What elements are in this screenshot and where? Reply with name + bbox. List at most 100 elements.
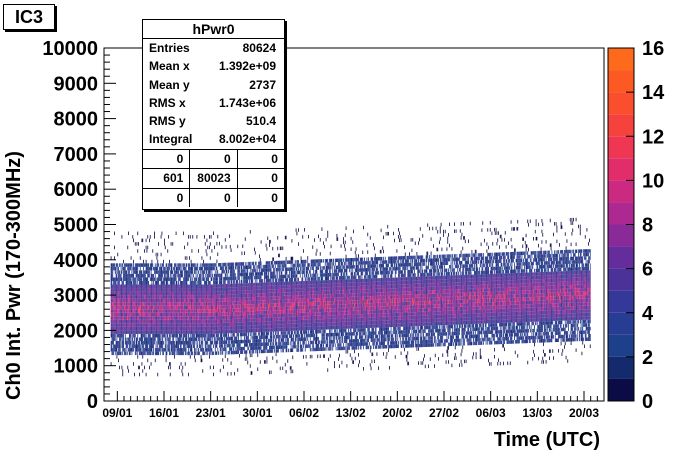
heatmap-cell bbox=[195, 316, 197, 320]
heatmap-cell bbox=[262, 271, 264, 276]
heatmap-cell bbox=[179, 330, 181, 334]
heatmap-cell bbox=[218, 330, 219, 334]
heatmap-cell bbox=[193, 291, 194, 296]
heatmap-cell bbox=[184, 323, 185, 327]
heatmap-cell bbox=[234, 301, 236, 305]
heatmap-cell bbox=[237, 297, 239, 302]
heatmap-cell bbox=[214, 326, 216, 331]
heatmap-cell bbox=[186, 330, 188, 334]
heatmap-cell bbox=[249, 321, 251, 326]
heatmap-cell bbox=[194, 309, 196, 313]
heatmap-cell bbox=[259, 275, 261, 280]
heatmap-cell bbox=[234, 340, 235, 344]
heatmap-cell bbox=[144, 365, 145, 370]
heatmap-cell bbox=[226, 333, 228, 337]
heatmap-cell bbox=[273, 299, 274, 304]
heatmap-cell bbox=[231, 280, 233, 284]
heatmap-cell bbox=[160, 288, 162, 292]
heatmap-cell bbox=[267, 321, 269, 325]
heatmap-cell bbox=[133, 238, 134, 243]
heatmap-cell bbox=[124, 284, 125, 289]
heatmap-cell bbox=[276, 260, 278, 265]
heatmap-cell bbox=[252, 325, 254, 329]
heatmap-cell bbox=[159, 305, 160, 310]
heatmap-cell bbox=[239, 308, 241, 312]
heatmap-cell bbox=[169, 323, 170, 327]
heatmap-cell bbox=[114, 333, 116, 338]
heatmap-cell bbox=[161, 312, 163, 317]
heatmap-cell bbox=[167, 266, 169, 271]
heatmap-cell bbox=[248, 311, 249, 315]
heatmap-cell bbox=[183, 305, 184, 310]
heatmap-cell bbox=[144, 288, 146, 292]
heatmap-cell bbox=[124, 266, 126, 271]
heatmap-cell bbox=[263, 296, 264, 301]
heatmap-cell bbox=[263, 335, 264, 340]
heatmap-cell bbox=[260, 332, 262, 336]
heatmap-cell bbox=[228, 315, 229, 320]
heatmap-cell bbox=[112, 333, 114, 338]
heatmap-cell bbox=[174, 316, 176, 320]
heatmap-cell bbox=[182, 337, 184, 341]
heatmap-cell bbox=[181, 340, 183, 345]
heatmap-cell bbox=[139, 266, 141, 271]
heatmap-cell bbox=[143, 302, 144, 306]
heatmap-cell bbox=[258, 328, 259, 333]
heatmap-cell bbox=[252, 328, 254, 333]
heatmap-cell bbox=[264, 300, 266, 304]
heatmap-cell bbox=[111, 316, 113, 320]
heatmap-cell bbox=[193, 333, 194, 338]
heatmap-cell bbox=[112, 270, 114, 274]
heatmap-cell bbox=[146, 277, 148, 281]
heatmap-cell bbox=[170, 330, 172, 334]
heatmap-cell bbox=[119, 295, 120, 299]
heatmap-cell bbox=[182, 312, 184, 317]
heatmap-cell bbox=[124, 302, 126, 306]
heatmap-cell bbox=[184, 312, 185, 317]
heatmap-cell bbox=[174, 284, 176, 289]
heatmap-cell bbox=[220, 330, 222, 334]
heatmap-cell bbox=[126, 295, 128, 299]
heatmap-cell bbox=[119, 295, 121, 299]
heatmap-cell bbox=[232, 283, 234, 288]
heatmap-cell bbox=[220, 266, 222, 271]
heatmap-cell bbox=[119, 348, 120, 352]
heatmap-cell bbox=[213, 287, 214, 292]
heatmap-cell bbox=[214, 319, 215, 324]
heatmap-cell bbox=[269, 296, 270, 300]
heatmap-cell bbox=[239, 308, 240, 312]
heatmap-cell bbox=[189, 270, 191, 274]
heatmap-cell bbox=[190, 302, 192, 306]
heatmap-cell bbox=[237, 244, 239, 249]
heatmap-cell bbox=[153, 288, 154, 292]
heatmap-cell bbox=[169, 319, 170, 324]
heatmap-cell bbox=[262, 310, 264, 315]
heatmap-cell bbox=[278, 264, 279, 268]
heatmap-cell bbox=[114, 344, 115, 349]
heatmap-cell bbox=[112, 284, 114, 289]
heatmap-cell bbox=[244, 343, 245, 347]
heatmap-cell bbox=[147, 288, 149, 292]
heatmap-cell bbox=[229, 319, 230, 323]
heatmap-cell bbox=[254, 304, 255, 308]
heatmap-cell bbox=[277, 296, 279, 300]
heatmap-cell bbox=[213, 295, 214, 299]
heatmap-cell bbox=[128, 280, 129, 285]
heatmap-cell bbox=[179, 337, 181, 341]
heatmap-cell bbox=[195, 323, 197, 327]
heatmap-cell bbox=[112, 291, 114, 296]
heatmap-cell bbox=[214, 294, 216, 299]
heatmap-cell bbox=[226, 350, 228, 355]
heatmap-cell bbox=[167, 305, 169, 310]
heatmap-cell bbox=[164, 284, 165, 289]
heatmap-cell bbox=[238, 297, 239, 302]
heatmap-cell bbox=[197, 309, 199, 313]
heatmap-cell bbox=[260, 240, 262, 244]
heatmap-cell bbox=[132, 235, 134, 239]
heatmap-cell bbox=[148, 305, 149, 310]
heatmap-cell bbox=[141, 330, 143, 334]
heatmap-cell bbox=[216, 323, 218, 327]
heatmap-cell bbox=[164, 323, 166, 327]
heatmap-cell bbox=[208, 284, 209, 289]
heatmap-cell bbox=[185, 263, 187, 267]
